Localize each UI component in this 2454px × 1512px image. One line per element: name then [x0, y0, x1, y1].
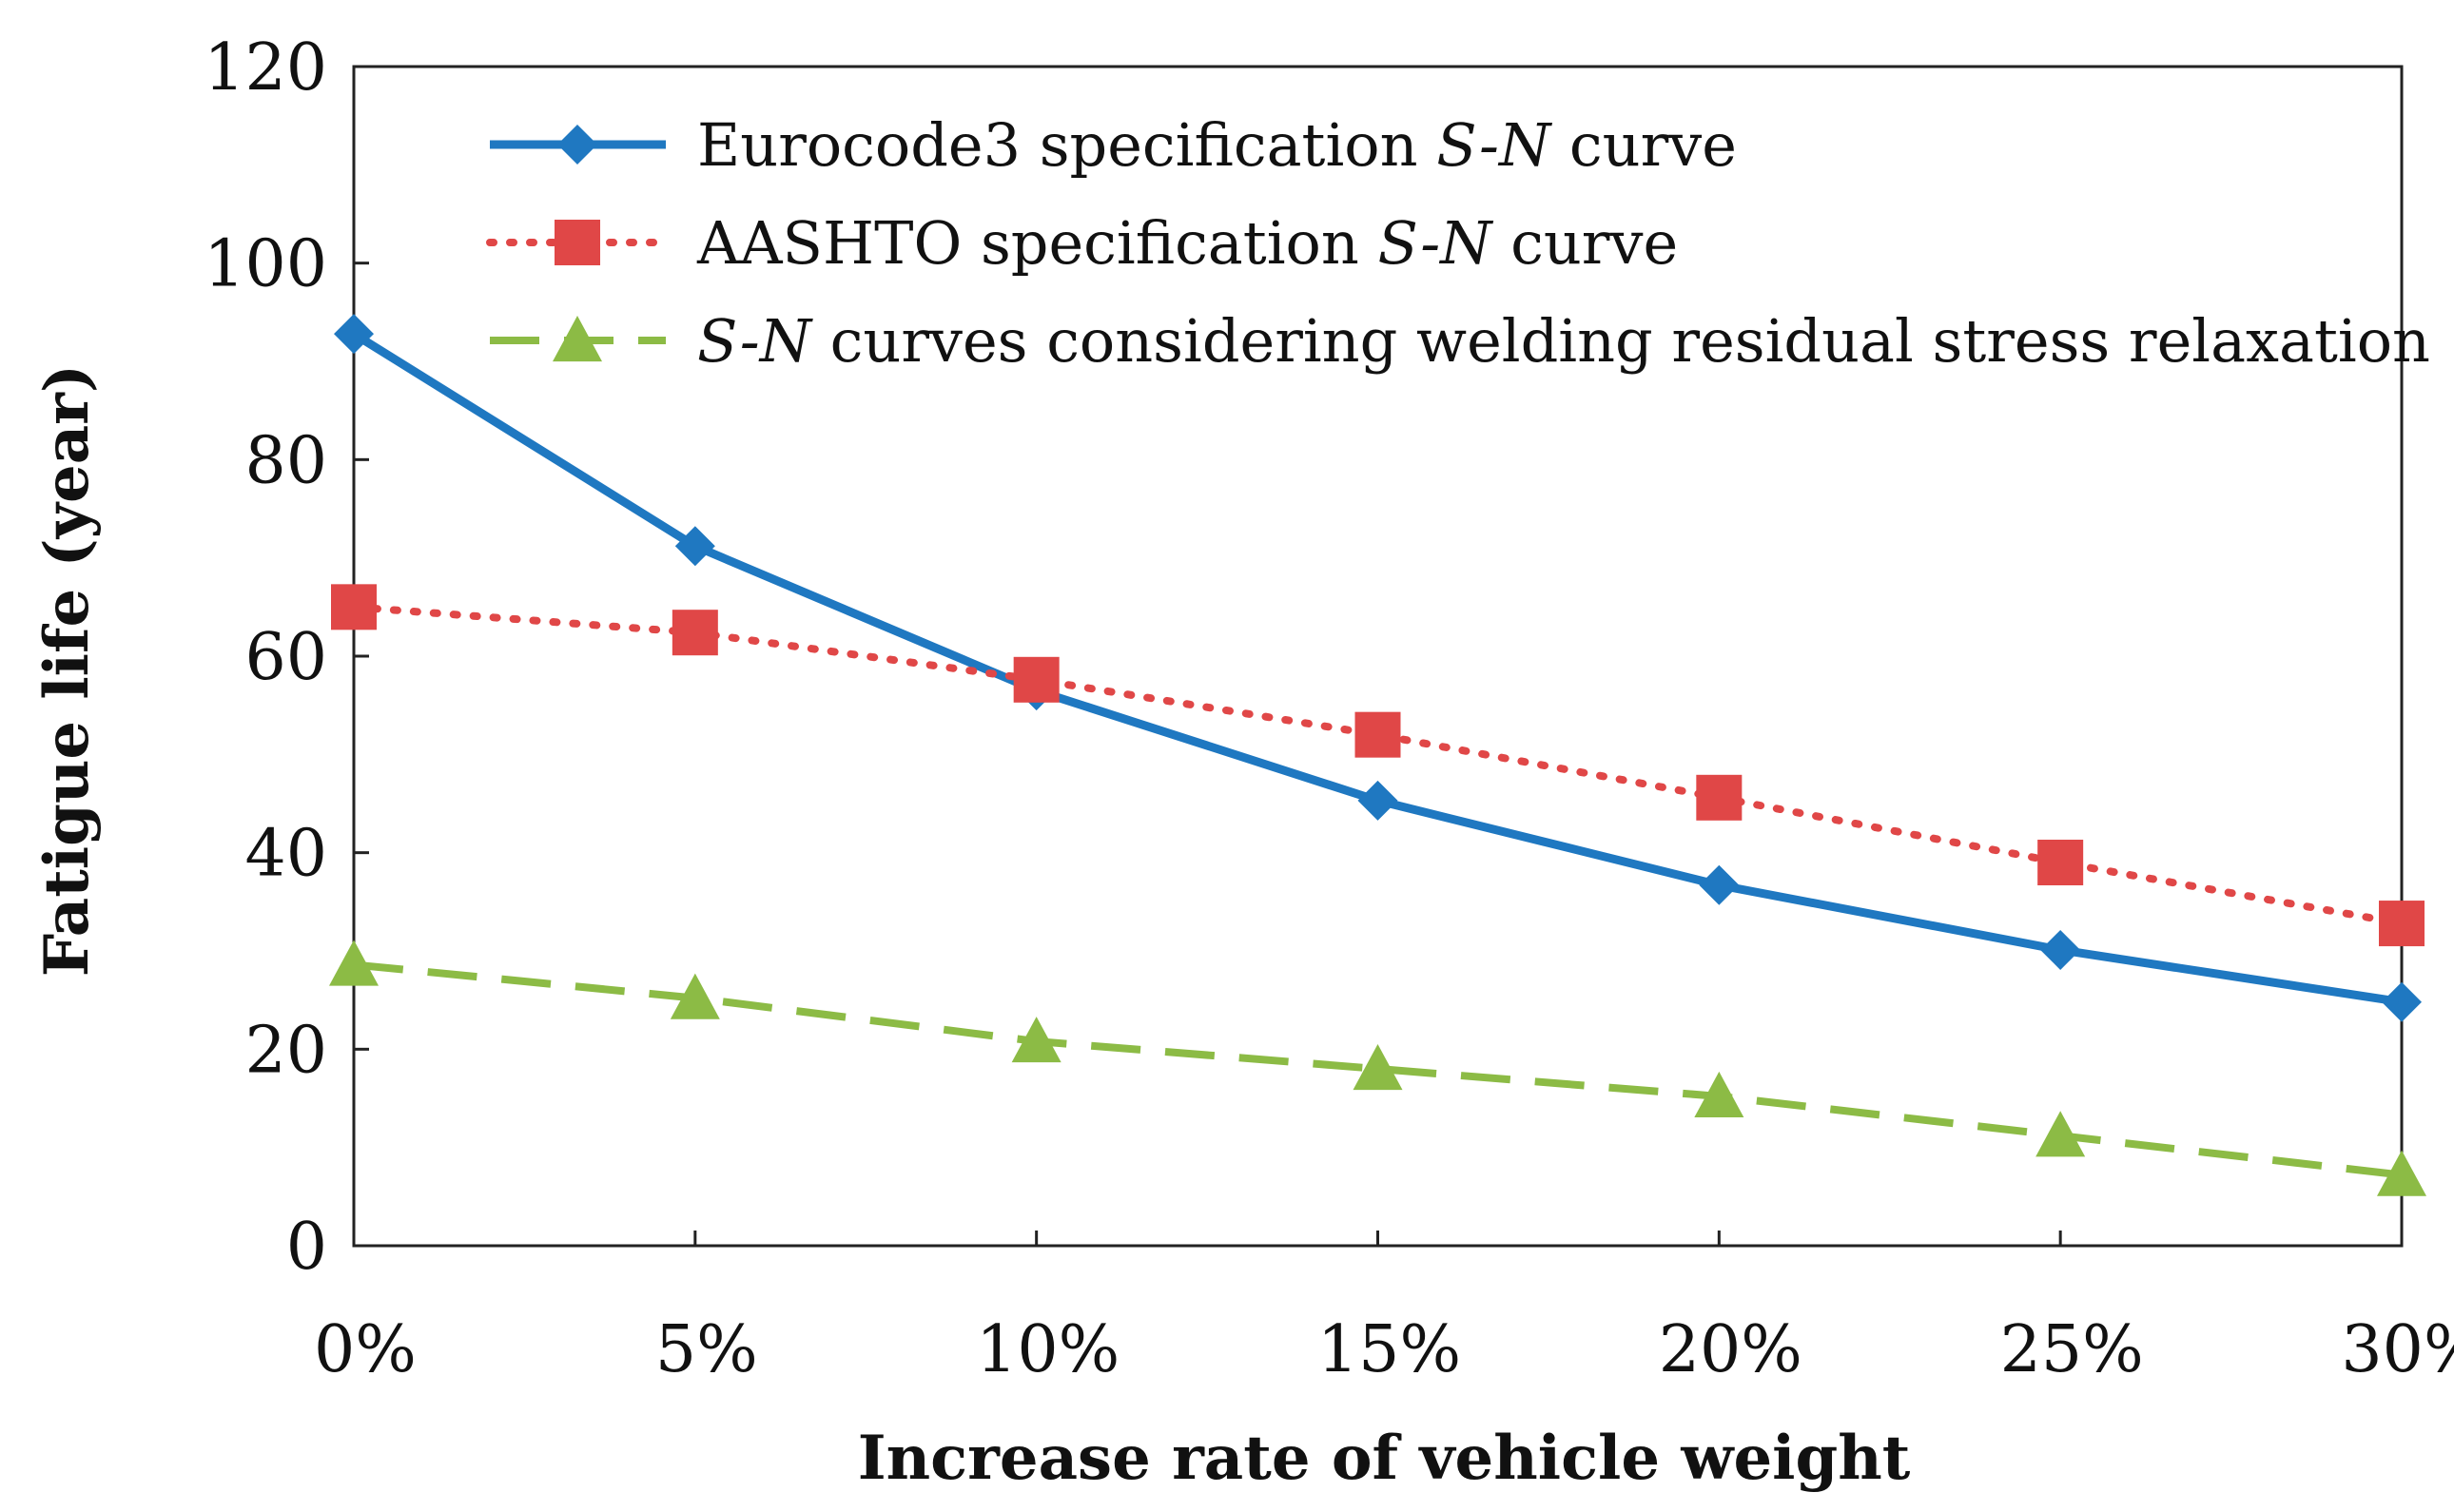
data-point: [2037, 840, 2084, 885]
data-point: [672, 610, 718, 656]
x-axis-title: Increase rate of vehicle weight: [858, 1423, 1911, 1494]
series-line: [350, 603, 2405, 928]
data-point: [1357, 780, 1398, 821]
x-tick-label: 5%: [655, 1312, 758, 1387]
legend-label: Eurocode3 specification S-N curve: [697, 110, 1737, 180]
data-point: [2035, 1111, 2086, 1157]
legend-entry-3: S-N curves considering welding residual …: [490, 306, 2430, 376]
data-point: [1013, 656, 1060, 703]
y-tick-label: 60: [244, 620, 327, 695]
axes: 0 20 40 60 80 100 120 0% 5% 10% 15% 20% 25% 30%: [204, 30, 2454, 1387]
x-tick-label: 10%: [976, 1312, 1120, 1387]
series-line: [351, 330, 2403, 1007]
data-point: [1011, 1017, 1061, 1063]
data-point: [1354, 711, 1401, 758]
legend-marker: [555, 220, 600, 265]
legend-marker: [553, 316, 602, 362]
y-tick-label: 20: [244, 1013, 327, 1088]
legend-label-part: S-N: [1377, 208, 1494, 278]
data-point: [1353, 1044, 1403, 1091]
legend-label-part: curve: [1550, 110, 1737, 180]
legend-label-part: Eurocode3 specification: [697, 110, 1436, 180]
series-1: [334, 314, 2422, 1022]
legend: Eurocode3 specification S-N curveAASHTO …: [486, 110, 2430, 376]
data-point: [2379, 901, 2425, 947]
series-3: [329, 940, 2426, 1196]
series-2: [331, 584, 2425, 947]
legend-label-part: S-N: [1436, 110, 1553, 180]
legend-label-part: curves considering welding residual stre…: [811, 306, 2430, 376]
legend-entry-2: AASHTO specification S-N curve: [486, 208, 1678, 278]
data-point: [2382, 981, 2422, 1022]
data-point: [331, 584, 377, 630]
data-point: [329, 940, 379, 986]
x-tick-label: 20%: [1659, 1312, 1802, 1387]
data-point: [1694, 1071, 1744, 1118]
data-point: [2040, 929, 2081, 970]
legend-label-part: S-N: [697, 306, 814, 376]
y-axis-title: Fatigue life (year): [31, 364, 103, 977]
data-point: [1696, 774, 1743, 821]
y-tick-label: 0: [286, 1210, 327, 1285]
data-point: [1699, 864, 1740, 905]
x-tick-label: 30%: [2341, 1312, 2454, 1387]
legend-label: S-N curves considering welding residual …: [697, 306, 2430, 376]
legend-label-part: AASHTO specification: [696, 208, 1377, 278]
y-tick-label: 40: [244, 817, 327, 892]
legend-label: AASHTO specification S-N curve: [696, 208, 1678, 278]
y-tick-label: 80: [244, 423, 327, 498]
legend-marker: [557, 125, 597, 165]
data-point: [2377, 1150, 2426, 1196]
y-tick-label: 120: [204, 30, 327, 106]
legend-label-part: curve: [1491, 208, 1678, 278]
x-tick-label: 0%: [314, 1312, 417, 1387]
series-layer: [329, 314, 2426, 1196]
legend-entry-1: Eurocode3 specification S-N curve: [490, 110, 1737, 180]
data-point: [334, 314, 374, 355]
y-tick-label: 100: [204, 227, 327, 302]
x-tick-label: 15%: [1317, 1312, 1461, 1387]
data-point: [670, 973, 720, 1019]
data-point: [674, 526, 715, 567]
x-tick-label: 25%: [2000, 1312, 2144, 1387]
